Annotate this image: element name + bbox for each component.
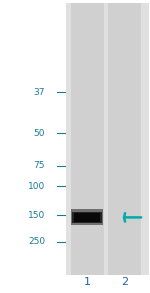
Text: 50: 50	[33, 129, 45, 138]
Bar	[74, 213, 100, 222]
Text: 37: 37	[33, 88, 45, 97]
Text: 100: 100	[28, 182, 45, 190]
Bar	[66, 3, 148, 275]
Text: 1: 1	[84, 277, 90, 287]
Bar	[70, 3, 104, 275]
Text: 150: 150	[28, 211, 45, 220]
Text: 75: 75	[33, 161, 45, 170]
Bar	[108, 3, 141, 275]
Text: 2: 2	[121, 277, 128, 287]
Bar	[72, 212, 102, 223]
Text: 250: 250	[28, 237, 45, 246]
Bar	[71, 209, 103, 226]
